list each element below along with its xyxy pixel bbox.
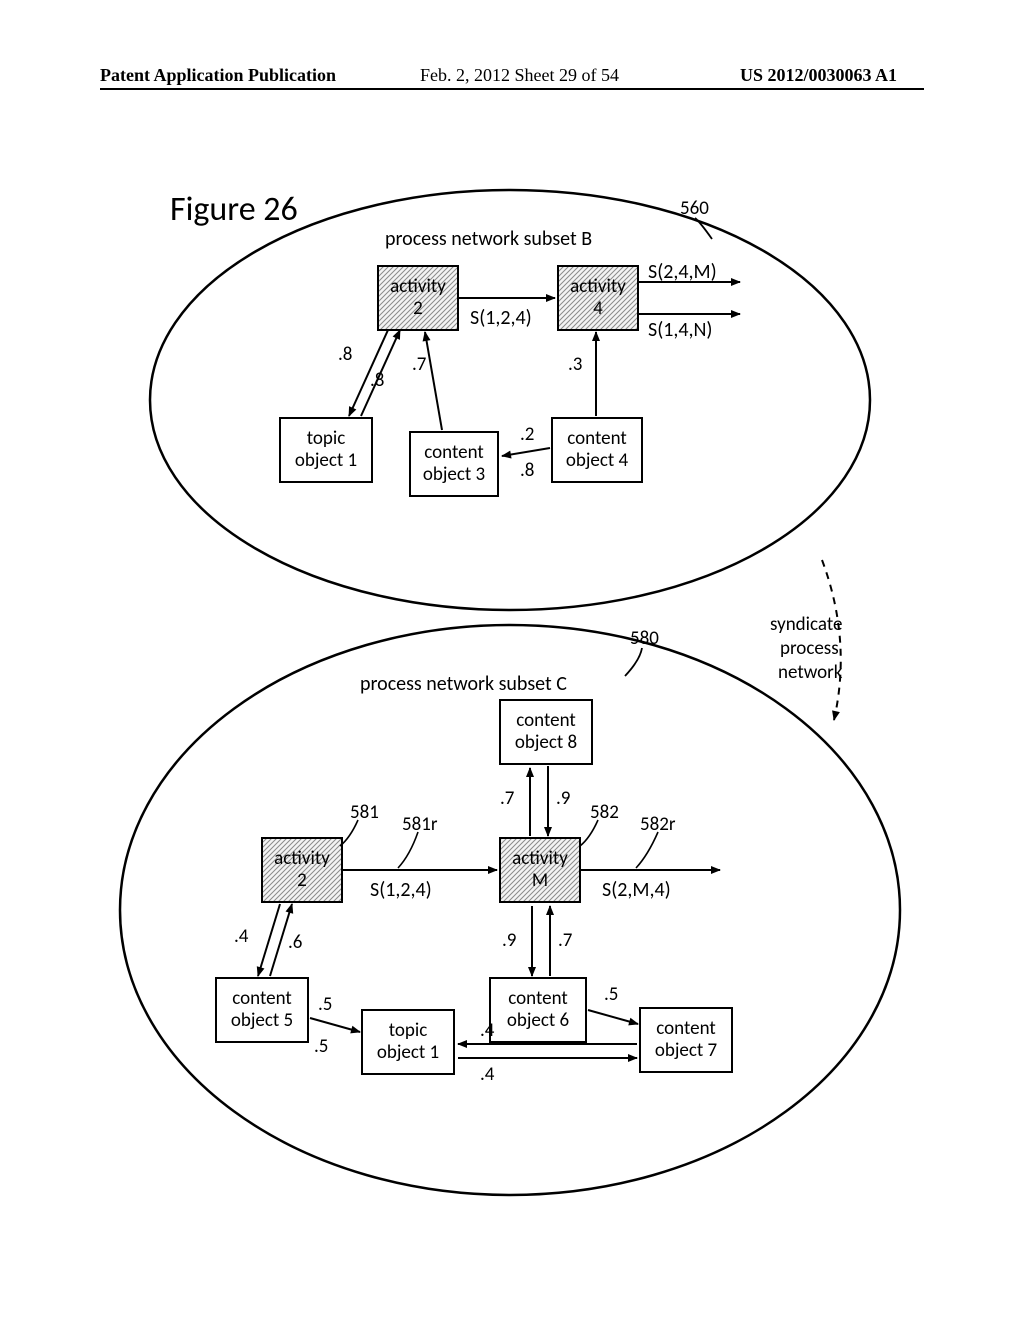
lbl-c-S2M4: S(2,M,4) <box>602 878 671 902</box>
w-b-a2t1a: .8 <box>338 343 352 366</box>
edge-c-a2-c5-down <box>258 904 280 976</box>
syndicate-l2: process <box>780 637 839 660</box>
syndicate-l1: syndicate <box>770 613 842 636</box>
ref-581: 581 <box>350 801 379 824</box>
lbl-c-c6-l1: content <box>508 987 568 1010</box>
lbl-c-t1-l1: topic <box>389 1019 428 1042</box>
w-b-c3c4-bot: .8 <box>520 459 534 482</box>
label-subset-c: process network subset C <box>360 672 567 696</box>
lbl-b-c3-l2: object 3 <box>423 463 485 486</box>
leader-582 <box>580 820 598 846</box>
ref-581r: 581r <box>402 813 438 836</box>
w-c-c6c7: .5 <box>604 983 618 1006</box>
lbl-c-S124: S(1,2,4) <box>370 878 432 902</box>
ref-580: 580 <box>630 627 659 650</box>
w-b-a2t1b: .8 <box>370 369 384 392</box>
lbl-b-act2-l2: 2 <box>413 297 423 320</box>
lbl-c-c7-l1: content <box>656 1017 716 1040</box>
lbl-c-act2-l2: 2 <box>297 869 307 892</box>
lbl-c-c8-l1: content <box>516 709 576 732</box>
leader-560 <box>695 218 712 239</box>
lbl-b-act2-l1: activity <box>390 275 446 298</box>
w-c-c5t1-top: .5 <box>318 993 332 1016</box>
w-b-a4c4: .3 <box>568 353 582 376</box>
lbl-b-c4-l1: content <box>567 427 627 450</box>
w-c-c8aM-r: .9 <box>556 787 570 810</box>
lbl-b-c4-l2: object 4 <box>566 449 629 472</box>
lbl-c-t1-l2: object 1 <box>377 1041 439 1064</box>
w-b-a2c3: .7 <box>412 353 427 376</box>
lbl-c-actM-l2: M <box>532 869 548 892</box>
lbl-c-actM-l1: activity <box>512 847 568 870</box>
edge-c-c6-c7 <box>588 1010 638 1024</box>
w-c-a2c5-r: .6 <box>288 931 302 954</box>
w-c-a2c5-l: .4 <box>234 925 249 948</box>
leader-580 <box>625 648 642 676</box>
leader-581r <box>398 832 418 868</box>
w-c-c5t1-bot: .5 <box>314 1035 328 1058</box>
lbl-c-c8-l2: object 8 <box>515 731 577 754</box>
lbl-b-act4-l1: activity <box>570 275 626 298</box>
lbl-c-act2-l1: activity <box>274 847 330 870</box>
page: Patent Application Publication Feb. 2, 2… <box>0 0 1024 1320</box>
w-c-t1c7-top: .4 <box>480 1019 495 1042</box>
lbl-b-topic1-l1: topic <box>307 427 346 450</box>
ref-560: 560 <box>680 197 709 220</box>
ellipse-subset-b <box>150 190 870 610</box>
edge-c-c5-t1 <box>310 1018 360 1032</box>
w-b-c3c4-top: .2 <box>520 423 534 446</box>
ref-582: 582 <box>590 801 619 824</box>
w-c-t1c7-bot: .4 <box>480 1063 495 1086</box>
lbl-b-c3-l1: content <box>424 441 484 464</box>
figure-svg: Figure 26 process network subset B 560 a… <box>0 0 1024 1320</box>
lbl-b-act4-l2: 4 <box>593 297 603 320</box>
lbl-c-c7-l2: object 7 <box>655 1039 718 1062</box>
label-subset-b: process network subset B <box>385 227 592 251</box>
leader-582r <box>636 832 658 868</box>
edge-b-c4-c3 <box>502 448 550 456</box>
edge-b-c3-a2 <box>425 332 442 430</box>
lbl-c-c5-l2: object 5 <box>231 1009 293 1032</box>
syndicate-l3: network <box>778 661 843 684</box>
figure-title: Figure 26 <box>170 189 298 230</box>
lbl-b-S14N: S(1,4,N) <box>648 318 712 342</box>
lbl-c-c6-l2: object 6 <box>507 1009 569 1032</box>
w-c-aMc6-r: .7 <box>558 929 573 952</box>
lbl-b-S124: S(1,2,4) <box>470 306 532 330</box>
w-c-c8aM-l: .7 <box>500 787 515 810</box>
lbl-b-S24M: S(2,4,M) <box>648 260 717 284</box>
lbl-b-topic1-l2: object 1 <box>295 449 357 472</box>
lbl-c-c5-l1: content <box>232 987 292 1010</box>
w-c-aMc6-l: .9 <box>502 929 516 952</box>
